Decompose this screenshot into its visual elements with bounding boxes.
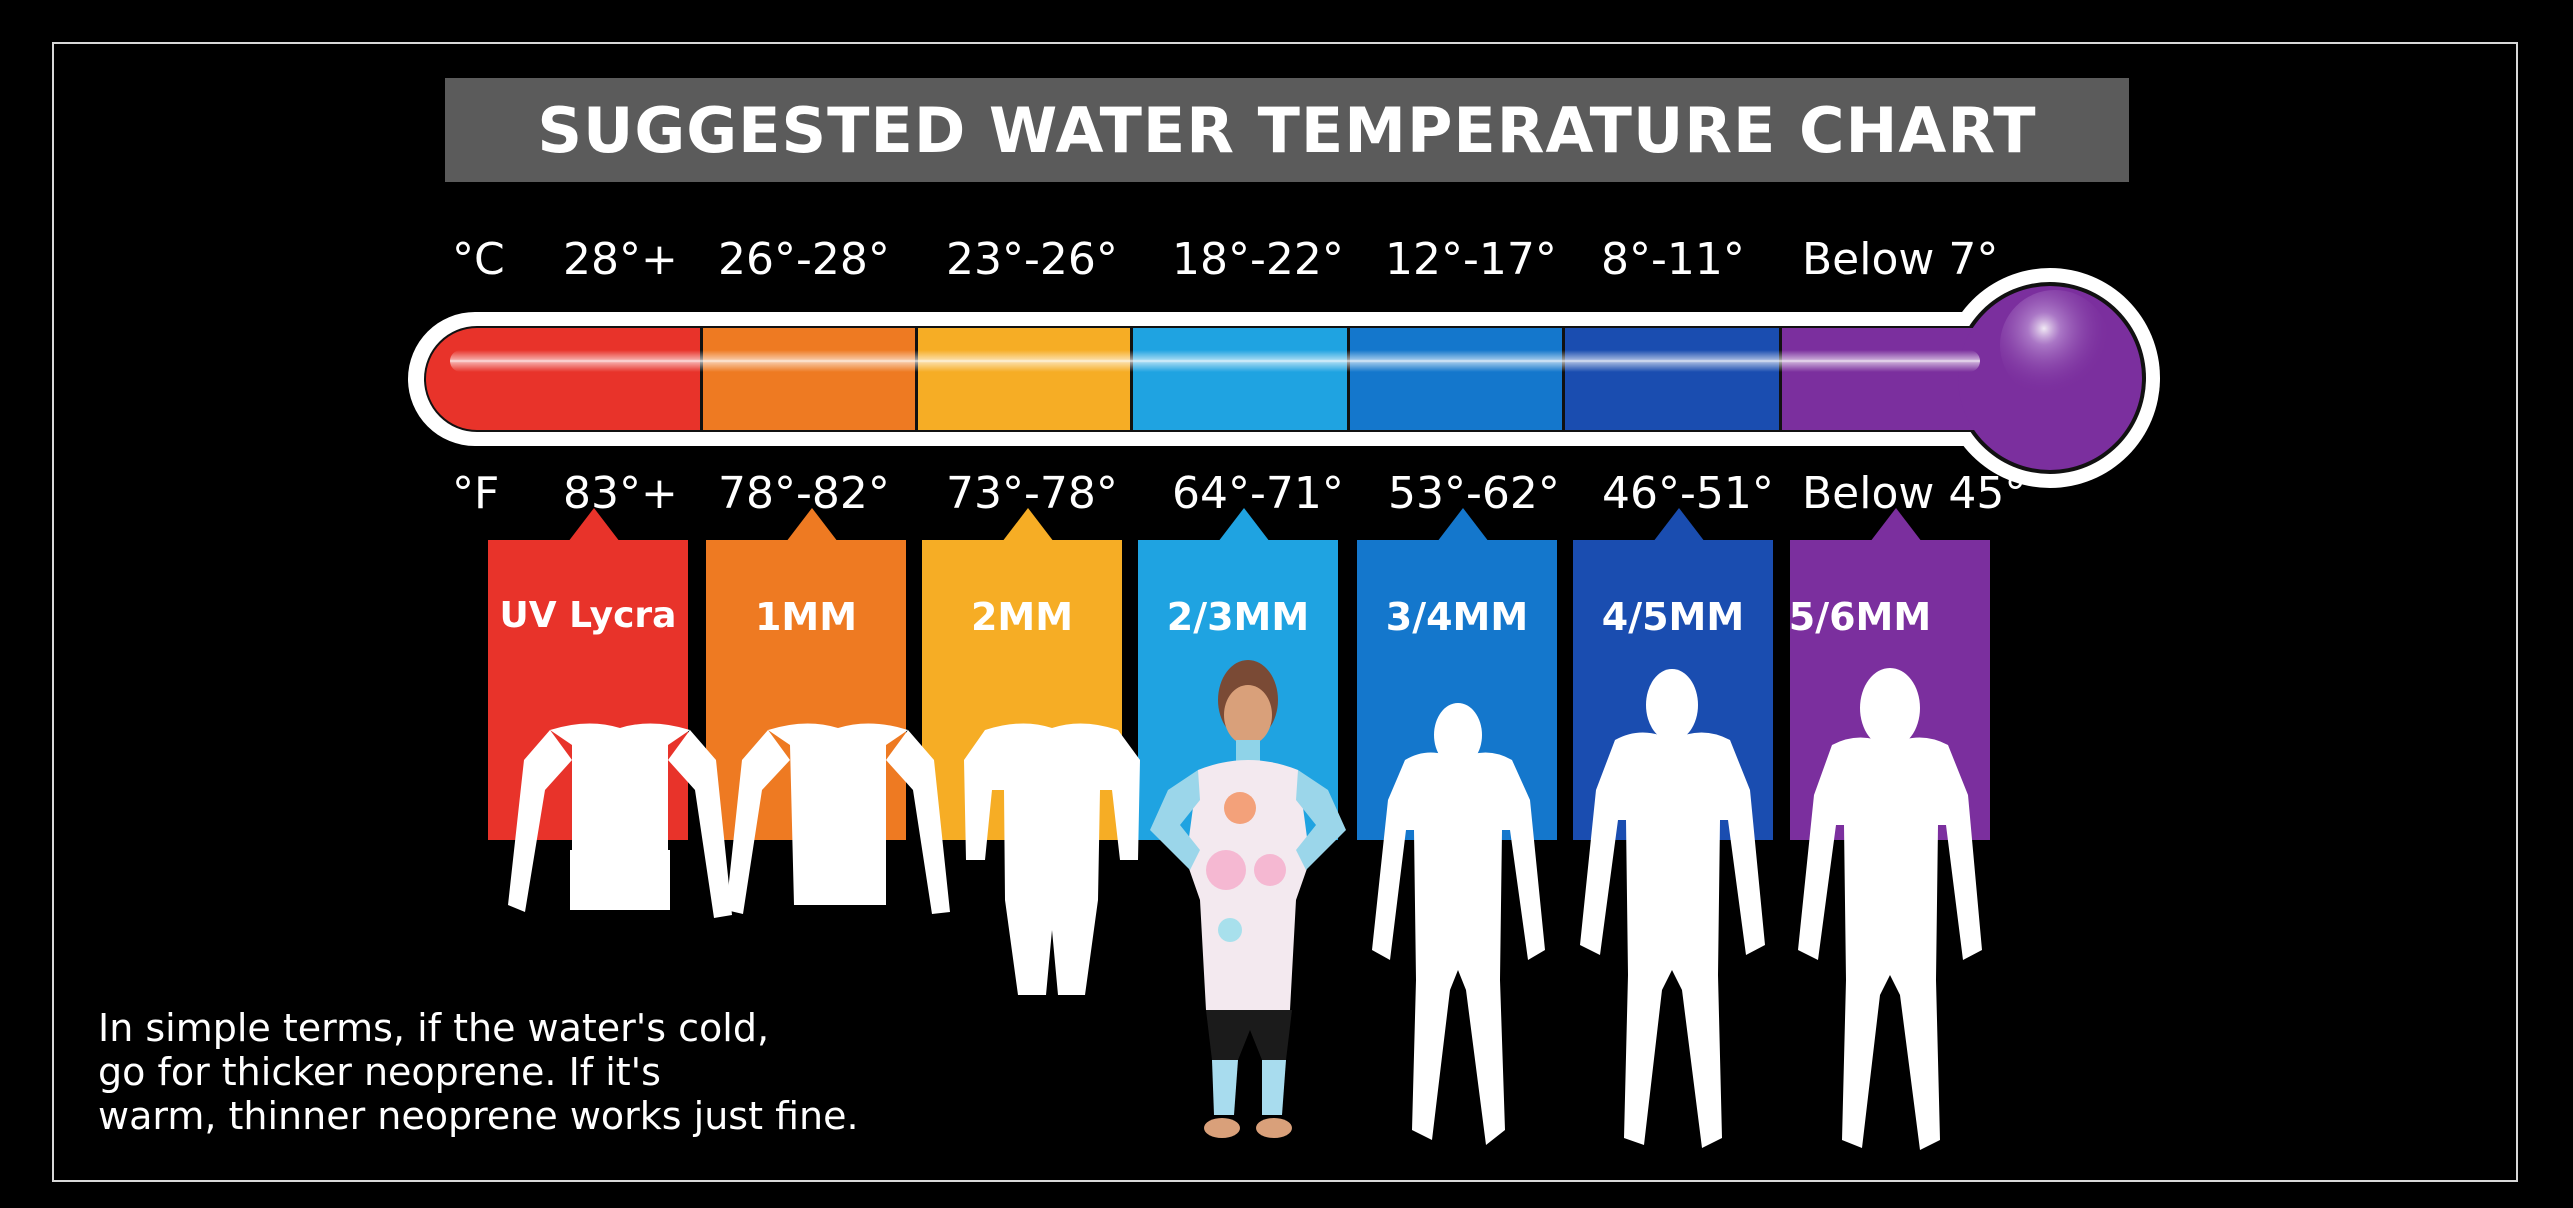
hooded-wetsuit-icon (1798, 668, 1982, 1150)
advice-line: warm, thinner neoprene works just fine. (98, 1094, 859, 1138)
celsius-range: 23°-26° (946, 234, 1118, 285)
celsius-range: Below 7° (1802, 234, 1999, 285)
suit-label: 4/5MM (1601, 595, 1745, 639)
suit-label: 3/4MM (1385, 595, 1529, 639)
suit-label: 5/6MM (1788, 595, 1932, 639)
suit-label: 2/3MM (1166, 595, 1310, 639)
full-wetsuit-icon (1580, 669, 1765, 1148)
advice-line: In simple terms, if the water's cold, (98, 1006, 770, 1050)
suit-label: 1MM (754, 595, 858, 639)
celsius-range: 28°+ (563, 234, 678, 285)
shorty-wetsuit-icon (964, 723, 1140, 995)
advice-line: go for thicker neoprene. If it's (98, 1050, 661, 1094)
long-sleeve-top-icon (726, 723, 950, 914)
suit-label: UV Lycra (499, 595, 677, 636)
celsius-range: 26°-28° (718, 234, 890, 285)
long-sleeve-top-icon (508, 723, 732, 918)
thermo-segment-blue (1350, 328, 1562, 430)
title-banner: SUGGESTED WATER TEMPERATURE CHART (445, 78, 2129, 182)
celsius-range: 18°-22° (1172, 234, 1344, 285)
thermo-segment-yellow (918, 328, 1130, 430)
chart-title: SUGGESTED WATER TEMPERATURE CHART (537, 93, 2037, 167)
celsius-unit-label: °C (452, 234, 505, 285)
full-wetsuit-icon (1372, 703, 1545, 1145)
thermo-segment-orange (703, 328, 915, 430)
celsius-range: 8°-11° (1601, 234, 1745, 285)
thermo-segment-darkblue (1565, 328, 1779, 430)
fahrenheit-unit-label: °F (452, 468, 500, 519)
thermo-segment-lightblue (1133, 328, 1347, 430)
suit-label: 2MM (970, 595, 1074, 639)
advice-note: In simple terms, if the water's cold, go… (98, 1006, 859, 1138)
celsius-range: 12°-17° (1385, 234, 1557, 285)
outer-frame (52, 42, 2518, 1182)
child-model-photo (1150, 660, 1346, 1138)
